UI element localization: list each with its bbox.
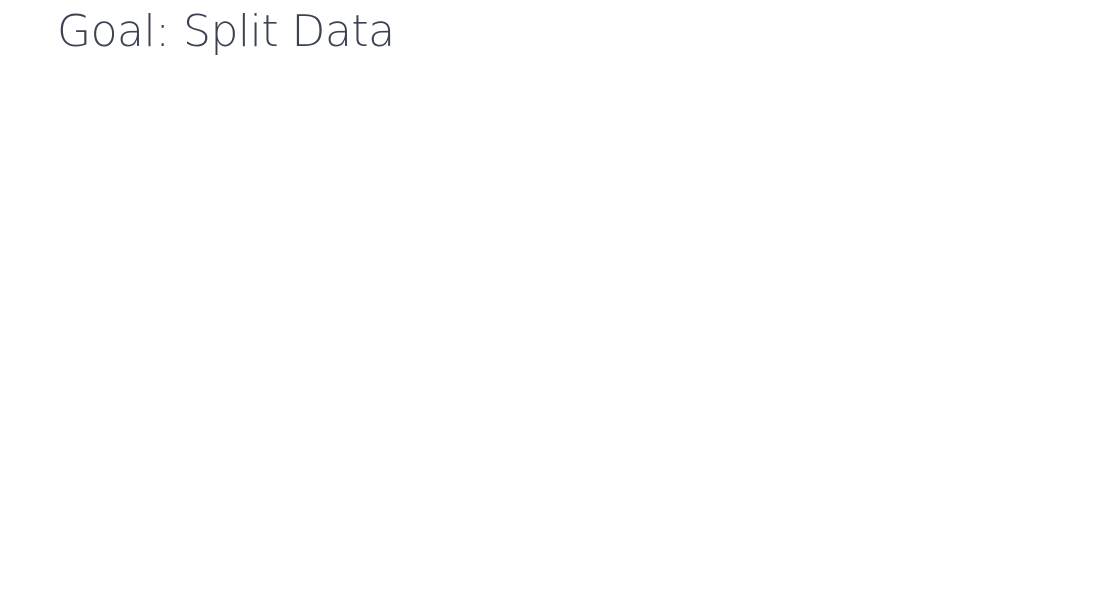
- blue-region: [73, 183, 627, 503]
- red-point: [175, 349, 193, 367]
- frame: [72, 182, 657, 532]
- red-region: [73, 183, 656, 531]
- blue-point: [402, 233, 420, 251]
- slide-title: Goal: Split Data: [57, 6, 395, 57]
- blue-point: [501, 326, 519, 344]
- split-line: [72, 182, 628, 504]
- red-point: [309, 441, 327, 459]
- blue-point: [257, 274, 275, 292]
- red-point: [445, 416, 463, 434]
